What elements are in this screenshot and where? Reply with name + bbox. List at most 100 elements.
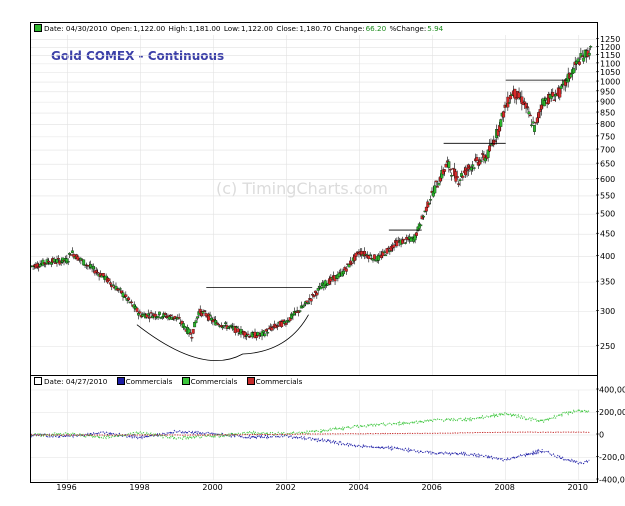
candle-body	[66, 261, 70, 263]
pct-change-label: %Change:	[389, 24, 427, 33]
candle-body	[229, 325, 233, 327]
x-tick-label: 2004	[348, 483, 369, 492]
candle-body	[436, 186, 440, 188]
candle-body	[94, 270, 98, 273]
candle-body	[554, 94, 558, 97]
candle-body	[183, 326, 187, 329]
candle-body	[401, 239, 404, 244]
candle-body	[464, 167, 468, 176]
candle-body	[148, 316, 152, 319]
candle-body	[217, 323, 220, 326]
candle-body	[207, 313, 211, 321]
candle-body	[177, 317, 181, 319]
candle-body	[169, 314, 173, 317]
candle-body	[429, 199, 433, 201]
candle-body	[124, 294, 128, 297]
close-label: Close:	[276, 24, 299, 33]
cot-header: Date: 04/27/2010 Commercials Commercials…	[31, 376, 597, 387]
candle-body	[313, 290, 317, 293]
candle-body	[138, 311, 142, 314]
change-label: Change:	[334, 24, 365, 33]
cot-y-tick-label: -200,000	[599, 453, 625, 462]
cup-arc	[136, 314, 309, 361]
x-tick-label: 1998	[129, 483, 150, 492]
legend-swatch-red-icon	[246, 377, 255, 385]
candle-body	[121, 292, 125, 297]
pct-change-value: 5.94	[427, 24, 444, 33]
cot-plot	[31, 389, 597, 481]
candle-body	[210, 317, 213, 321]
price-y-axis: 250 300 350 400 450 500 550 600 650 700 750 800 850 9…	[596, 35, 620, 351]
candle-body	[531, 121, 535, 124]
candle-body	[129, 301, 133, 304]
candle-body	[350, 262, 354, 264]
candle-body	[544, 98, 548, 101]
cot-swatch-icon	[34, 377, 42, 385]
candle-body	[208, 314, 212, 317]
candle-body	[281, 319, 285, 322]
candle-body	[465, 169, 469, 172]
price-y-tick-label: 900	[600, 98, 615, 107]
price-swatch-icon	[34, 24, 42, 32]
candle-body	[402, 238, 406, 241]
candle-body	[538, 109, 542, 112]
open-label: Open:	[110, 24, 133, 33]
candle-body	[156, 316, 160, 318]
candle-body	[305, 300, 309, 303]
candle-body	[233, 326, 237, 333]
low-value: 1,122.00	[241, 24, 274, 33]
price-y-tick-label: 800	[600, 120, 615, 129]
candle-body	[447, 161, 451, 168]
candle-body	[151, 315, 154, 319]
candle-body	[427, 203, 431, 205]
candle-body	[55, 259, 59, 263]
x-tick-label: 2002	[275, 483, 296, 492]
candle-body	[222, 324, 226, 327]
candle-body	[455, 176, 459, 179]
price-y-tick-label: 600	[600, 175, 615, 184]
candle-body	[254, 335, 258, 338]
candle-body	[530, 124, 534, 127]
cot-y-axis: 400,000 200,000 0 -200,000 -400,000	[596, 386, 625, 485]
change-value: 66.20	[365, 24, 387, 33]
candle-body	[219, 325, 223, 327]
high-value: 1,181.00	[188, 24, 221, 33]
candle-body	[52, 258, 56, 262]
candle-body	[385, 248, 389, 254]
candle-body	[188, 332, 192, 335]
price-date: Date: 04/30/2010	[44, 24, 108, 33]
candle-body	[403, 242, 407, 244]
candle-body	[540, 104, 543, 110]
price-y-tick-label: 350	[600, 278, 615, 287]
candle-body	[478, 159, 482, 165]
cot-series-line	[31, 431, 590, 436]
candle-body	[298, 310, 302, 312]
cot-y-tick-label: 0	[599, 431, 604, 440]
candle-body	[523, 101, 527, 104]
candle-body	[492, 139, 496, 146]
price-y-tick-label: 850	[600, 109, 615, 118]
candle-body	[517, 92, 521, 98]
candle-body	[122, 296, 126, 298]
candle-body	[386, 247, 390, 250]
price-y-tick-label: 1100	[600, 59, 620, 68]
cot-y-tick-label: 400,000	[599, 386, 625, 395]
candle-body	[415, 232, 418, 236]
price-y-tick-label: 950	[600, 87, 615, 96]
candle-body	[457, 183, 461, 185]
x-tick-label: 2000	[202, 483, 223, 492]
candle-body	[221, 326, 225, 329]
candle-body	[479, 160, 483, 162]
candle-body	[558, 87, 562, 98]
candle-body	[136, 313, 140, 316]
candle-body	[367, 255, 371, 259]
candle-body	[502, 111, 506, 118]
candle-body	[306, 302, 310, 305]
candle-body	[354, 252, 358, 257]
candle-body	[261, 330, 265, 333]
candle-body	[488, 145, 492, 152]
x-tick-label: 1996	[56, 483, 77, 492]
candle-body	[47, 260, 51, 263]
candle-body	[96, 272, 100, 274]
candle-body	[301, 306, 305, 308]
